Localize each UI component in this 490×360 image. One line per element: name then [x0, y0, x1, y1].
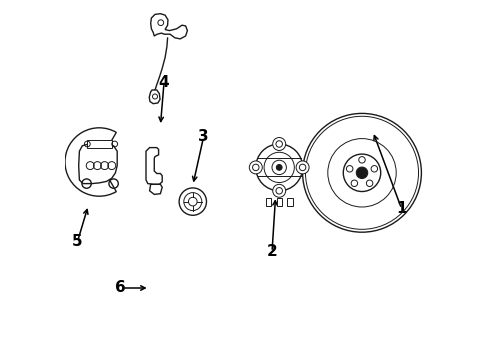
Circle shape: [273, 138, 286, 150]
Polygon shape: [149, 90, 160, 104]
Polygon shape: [79, 144, 117, 184]
Text: 2: 2: [267, 244, 277, 260]
Circle shape: [356, 167, 368, 179]
Text: 3: 3: [198, 129, 209, 144]
Text: 1: 1: [396, 201, 407, 216]
Bar: [87, 140, 112, 148]
Circle shape: [276, 165, 282, 170]
Bar: [266, 198, 271, 206]
Circle shape: [152, 94, 157, 99]
Polygon shape: [149, 184, 162, 194]
Polygon shape: [146, 148, 162, 184]
Circle shape: [296, 161, 309, 174]
Bar: [277, 198, 282, 206]
Polygon shape: [151, 14, 187, 39]
Circle shape: [249, 161, 262, 174]
Text: 6: 6: [116, 280, 126, 296]
Text: 5: 5: [73, 234, 83, 249]
Bar: [288, 198, 293, 206]
Text: 4: 4: [159, 75, 170, 90]
Circle shape: [273, 184, 286, 197]
Wedge shape: [65, 128, 116, 196]
